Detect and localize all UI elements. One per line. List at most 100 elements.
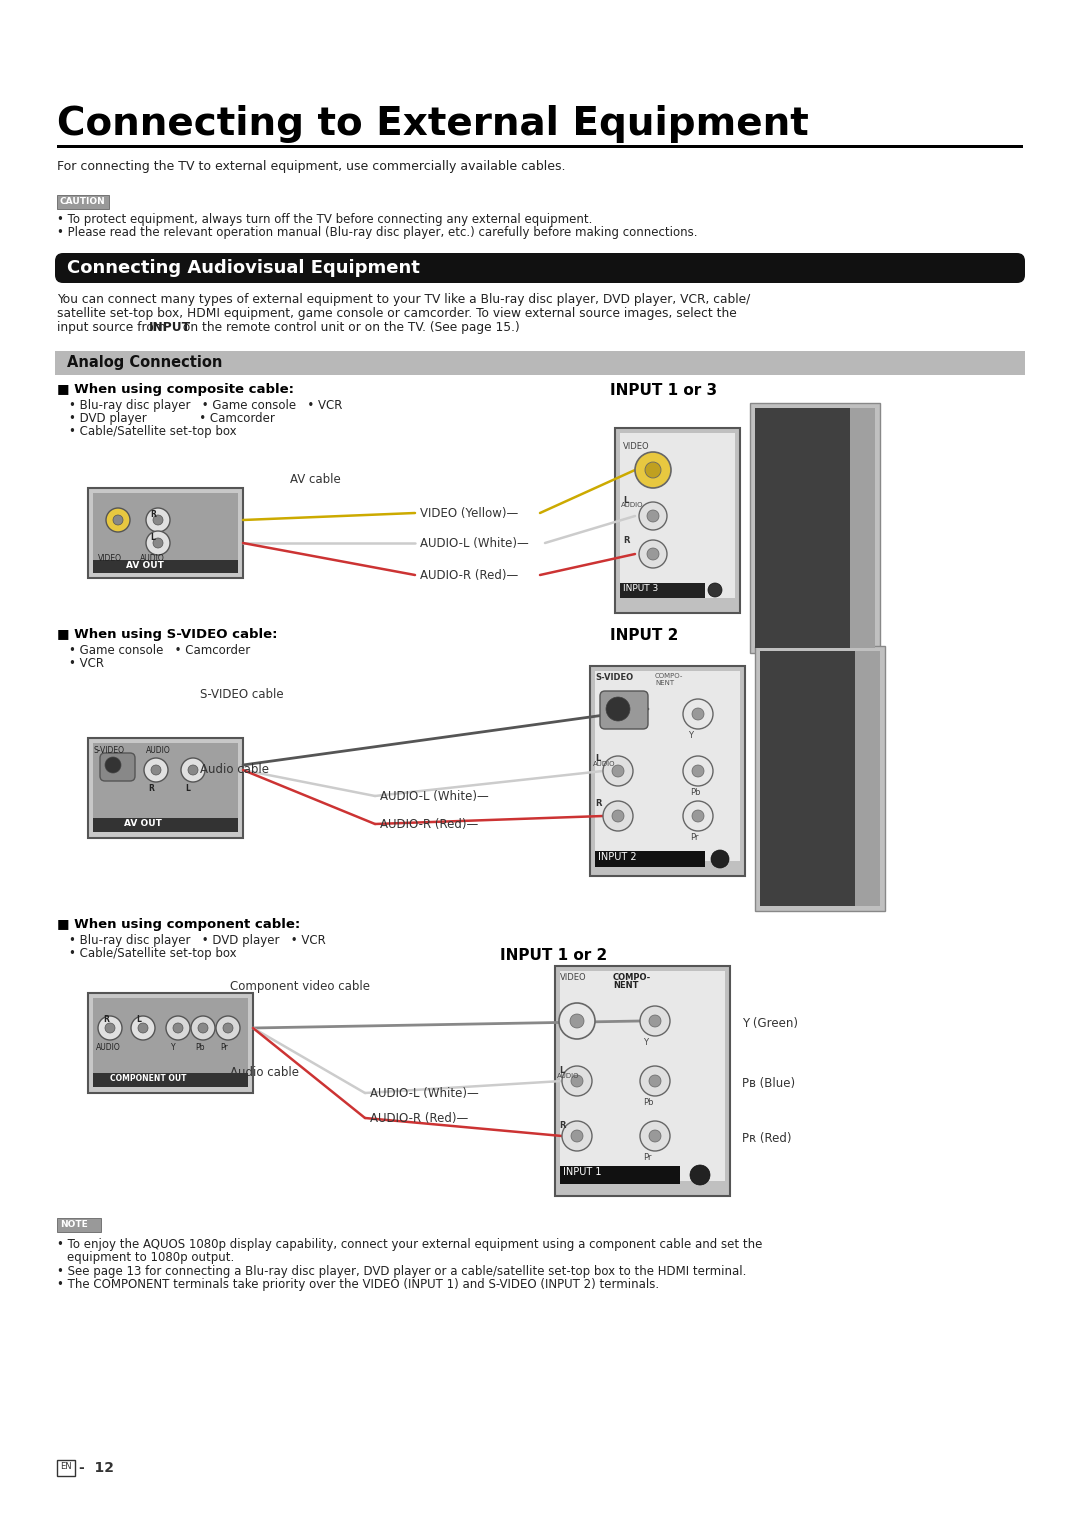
Circle shape bbox=[612, 809, 624, 822]
Text: VIDEO: VIDEO bbox=[623, 441, 650, 450]
Text: Pb: Pb bbox=[690, 788, 701, 797]
Text: NENT: NENT bbox=[654, 680, 674, 686]
Text: R: R bbox=[623, 536, 630, 545]
Text: ■ When using component cable:: ■ When using component cable: bbox=[57, 918, 300, 931]
Text: INPUT 1: INPUT 1 bbox=[563, 1167, 602, 1177]
Bar bbox=[750, 403, 880, 654]
Text: COMPO-: COMPO- bbox=[613, 973, 651, 982]
Text: Pb: Pb bbox=[643, 1098, 653, 1107]
Bar bbox=[555, 967, 730, 1196]
Text: Y (Green): Y (Green) bbox=[742, 1017, 798, 1031]
Bar bbox=[93, 1073, 248, 1087]
Bar bbox=[57, 195, 109, 209]
Circle shape bbox=[571, 1130, 583, 1142]
Circle shape bbox=[106, 508, 130, 531]
Circle shape bbox=[649, 1130, 661, 1142]
Text: EN: EN bbox=[60, 1461, 71, 1471]
FancyBboxPatch shape bbox=[55, 253, 1025, 282]
Circle shape bbox=[562, 1066, 592, 1096]
Text: Component video cable: Component video cable bbox=[230, 980, 370, 993]
Bar bbox=[595, 851, 705, 867]
Text: AUDIO: AUDIO bbox=[146, 747, 171, 754]
Text: COMPO-: COMPO- bbox=[654, 673, 684, 680]
Text: INPUT 2: INPUT 2 bbox=[610, 628, 678, 643]
Circle shape bbox=[181, 757, 205, 782]
Text: Connecting to External Equipment: Connecting to External Equipment bbox=[57, 105, 809, 144]
Text: Pʀ (Red): Pʀ (Red) bbox=[742, 1132, 792, 1145]
Circle shape bbox=[98, 1015, 122, 1040]
Text: Y: Y bbox=[171, 1043, 176, 1052]
Text: • Blu-ray disc player   • Game console   • VCR: • Blu-ray disc player • Game console • V… bbox=[69, 399, 342, 412]
Text: AUDIO-L (White)—: AUDIO-L (White)— bbox=[420, 538, 529, 550]
Circle shape bbox=[603, 756, 633, 786]
Text: For connecting the TV to external equipment, use commercially available cables.: For connecting the TV to external equipm… bbox=[57, 160, 566, 173]
Text: Connecting Audiovisual Equipment: Connecting Audiovisual Equipment bbox=[67, 260, 420, 276]
Circle shape bbox=[640, 1121, 670, 1151]
Text: Y: Y bbox=[688, 731, 693, 741]
Bar bbox=[93, 744, 238, 825]
Text: S-VIDEO: S-VIDEO bbox=[93, 747, 124, 754]
Circle shape bbox=[683, 802, 713, 831]
Bar bbox=[760, 651, 855, 906]
Text: R: R bbox=[559, 1121, 566, 1130]
Bar bbox=[620, 434, 735, 599]
Bar bbox=[590, 666, 745, 876]
Bar bbox=[755, 646, 885, 912]
Text: AUDIO: AUDIO bbox=[557, 1073, 580, 1080]
Circle shape bbox=[166, 1015, 190, 1040]
Text: You can connect many types of external equipment to your TV like a Blu-ray disc : You can connect many types of external e… bbox=[57, 293, 751, 305]
Text: AV OUT: AV OUT bbox=[124, 818, 162, 828]
Circle shape bbox=[198, 1023, 208, 1032]
Bar bbox=[855, 651, 880, 906]
Circle shape bbox=[692, 809, 704, 822]
Circle shape bbox=[647, 548, 659, 560]
Text: AUDIO: AUDIO bbox=[140, 554, 165, 563]
Text: COMPONENT OUT: COMPONENT OUT bbox=[110, 1073, 187, 1083]
Text: R: R bbox=[148, 783, 153, 793]
Text: AV OUT: AV OUT bbox=[126, 560, 164, 570]
Circle shape bbox=[606, 696, 630, 721]
Text: AUDIO-R (Red)—: AUDIO-R (Red)— bbox=[420, 570, 518, 582]
Text: AUDIO: AUDIO bbox=[593, 760, 616, 767]
Bar bbox=[561, 971, 725, 1180]
Circle shape bbox=[570, 1014, 584, 1028]
Circle shape bbox=[144, 757, 168, 782]
Text: L: L bbox=[136, 1015, 140, 1025]
Circle shape bbox=[640, 1066, 670, 1096]
Text: AUDIO-L (White)—: AUDIO-L (White)— bbox=[370, 1087, 478, 1099]
Circle shape bbox=[645, 463, 661, 478]
Circle shape bbox=[571, 1075, 583, 1087]
Circle shape bbox=[146, 508, 170, 531]
Circle shape bbox=[635, 452, 671, 489]
Text: AUDIO-R (Red)—: AUDIO-R (Red)— bbox=[380, 818, 478, 831]
Circle shape bbox=[105, 1023, 114, 1032]
Bar bbox=[57, 1460, 75, 1477]
Text: Pr: Pr bbox=[220, 1043, 228, 1052]
Circle shape bbox=[692, 765, 704, 777]
Text: L: L bbox=[595, 754, 600, 764]
Bar bbox=[57, 145, 1023, 148]
Circle shape bbox=[639, 502, 667, 530]
Text: • To protect equipment, always turn off the TV before connecting any external eq: • To protect equipment, always turn off … bbox=[57, 212, 592, 226]
FancyBboxPatch shape bbox=[600, 692, 648, 728]
Circle shape bbox=[559, 1003, 595, 1038]
Text: NOTE: NOTE bbox=[60, 1220, 87, 1229]
Text: L: L bbox=[185, 783, 190, 793]
Text: • Cable/Satellite set-top box: • Cable/Satellite set-top box bbox=[69, 425, 237, 438]
Text: AV cable: AV cable bbox=[291, 473, 341, 486]
Circle shape bbox=[562, 1121, 592, 1151]
Text: -  12: - 12 bbox=[79, 1461, 114, 1475]
Circle shape bbox=[153, 538, 163, 548]
Bar bbox=[93, 818, 238, 832]
Text: S-VIDEO cable: S-VIDEO cable bbox=[200, 689, 284, 701]
Circle shape bbox=[151, 765, 161, 776]
Text: ■ When using composite cable:: ■ When using composite cable: bbox=[57, 383, 294, 395]
Text: • Game console   • Camcorder: • Game console • Camcorder bbox=[69, 644, 251, 657]
Text: AUDIO: AUDIO bbox=[96, 1043, 121, 1052]
Text: Audio cable: Audio cable bbox=[200, 764, 269, 776]
Text: Y: Y bbox=[643, 1038, 648, 1048]
Circle shape bbox=[138, 1023, 148, 1032]
Circle shape bbox=[640, 1006, 670, 1035]
Bar bbox=[55, 351, 1025, 376]
Text: Analog Connection: Analog Connection bbox=[67, 354, 222, 370]
